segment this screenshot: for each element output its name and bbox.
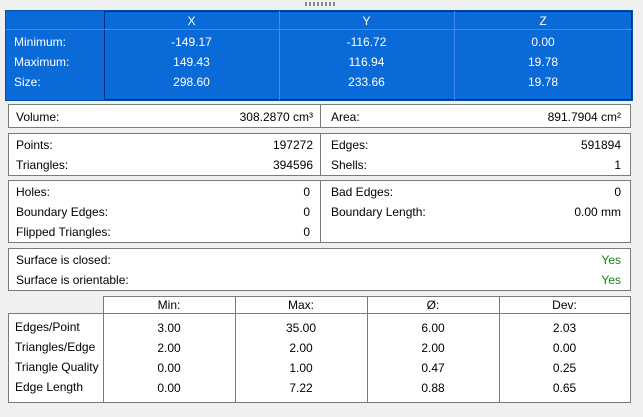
boundary-edges-value: 0 — [303, 205, 310, 219]
surface-orientable-status: Yes — [601, 273, 621, 287]
maximum-y-value: 116.94 — [348, 55, 385, 69]
flipped-triangles-value: 0 — [303, 225, 310, 239]
statistics-table: Min: Max: Ø: Dev: Edges/Point 3.00 35.00… — [8, 296, 631, 403]
section-divider — [320, 105, 321, 127]
counts-panel: Points: 197272 Triangles: 394596 Edges: … — [8, 133, 631, 176]
holes-value: 0 — [303, 185, 310, 199]
boundary-length-label: Boundary Length: — [331, 205, 426, 219]
grid-line — [8, 313, 631, 314]
column-header-dev: Dev: — [552, 298, 577, 312]
table-cell: 6.00 — [421, 321, 445, 335]
minimum-y-value: -116.72 — [346, 35, 387, 49]
size-label: Size: — [14, 75, 41, 89]
row-label-triangle-quality: Triangle Quality — [15, 360, 99, 374]
table-cell: 2.00 — [157, 341, 181, 355]
grid-line — [630, 296, 631, 403]
table-cell: 0.65 — [552, 381, 577, 395]
shells-value: 1 — [614, 158, 621, 172]
grid-line — [8, 402, 631, 403]
boundary-length-value: 0.00 mm — [574, 205, 621, 219]
grid-line — [103, 296, 104, 403]
table-cell: 0.25 — [552, 361, 577, 375]
column-header-y: Y — [362, 14, 371, 28]
shells-label: Shells: — [331, 158, 368, 172]
area-label: Area: — [331, 110, 360, 124]
minimum-z-value: 0.00 — [531, 35, 555, 49]
table-cell: 7.22 — [289, 381, 313, 395]
row-label-edges-per-point: Edges/Point — [15, 320, 80, 334]
minimum-x-value: -149.17 — [171, 35, 212, 49]
table-cell: 3.00 — [157, 321, 181, 335]
volume-label: Volume: — [16, 110, 60, 124]
table-cell: 0.00 — [157, 361, 181, 375]
bad-edges-label: Bad Edges: — [331, 185, 394, 199]
table-cell: 2.00 — [289, 341, 313, 355]
maximum-x-value: 149.43 — [173, 55, 210, 69]
surface-orientable-label: Surface is orientable: — [16, 273, 129, 287]
table-cell: 2.00 — [421, 341, 445, 355]
points-label: Points: — [16, 138, 53, 152]
grid-line — [499, 296, 500, 403]
bounding-box-panel: X Y Z Minimum: -149.17 -116.72 0.00 Maxi… — [5, 10, 633, 101]
bounds-divider — [279, 11, 280, 100]
column-header-z: Z — [539, 14, 547, 28]
area-value: 891.7904 cm² — [547, 110, 621, 124]
defects-panel: Holes: 0 Boundary Edges: 0 Flipped Trian… — [8, 180, 631, 243]
grid-line — [235, 296, 236, 403]
section-divider — [320, 181, 321, 242]
maximum-label: Maximum: — [14, 55, 70, 69]
holes-label: Holes: — [16, 185, 51, 199]
points-value: 197272 — [272, 138, 313, 152]
size-x-value: 298.60 — [173, 75, 210, 89]
column-header-max: Max: — [287, 298, 314, 312]
bounds-divider — [454, 11, 455, 100]
surface-closed-status: Yes — [601, 253, 621, 267]
triangles-value: 394596 — [272, 158, 313, 172]
triangles-label: Triangles: — [16, 158, 69, 172]
row-label-edge-length: Edge Length — [15, 380, 84, 394]
table-cell: 35.00 — [285, 321, 317, 335]
row-label-triangles-per-edge: Triangles/Edge — [15, 340, 96, 354]
boundary-edges-label: Boundary Edges: — [16, 205, 109, 219]
surface-closed-label: Surface is closed: — [16, 253, 111, 267]
table-cell: 0.00 — [552, 341, 577, 355]
maximum-z-value: 19.78 — [527, 55, 559, 69]
table-cell: 0.88 — [421, 381, 445, 395]
flipped-triangles-label: Flipped Triangles: — [16, 225, 111, 239]
size-z-value: 19.78 — [527, 75, 559, 89]
table-cell: 2.03 — [552, 321, 577, 335]
edges-value: 591894 — [580, 138, 621, 152]
minimum-label: Minimum: — [14, 35, 67, 49]
table-cell: 0.47 — [421, 361, 445, 375]
surface-panel: Surface is closed: Yes Surface is orient… — [8, 248, 631, 291]
volume-area-panel: Volume: 308.2870 cm³ Area: 891.7904 cm² — [8, 104, 631, 128]
grid-line — [8, 313, 9, 403]
size-y-value: 233.66 — [348, 75, 385, 89]
column-header-mean: Ø: — [426, 298, 440, 312]
column-header-x: X — [187, 14, 196, 28]
volume-value: 308.2870 cm³ — [239, 110, 313, 124]
grid-line — [367, 296, 368, 403]
column-header-min: Min: — [157, 298, 181, 312]
bounds-header-divider — [6, 29, 632, 30]
section-divider — [320, 134, 321, 175]
bounds-grid-frame — [104, 11, 632, 100]
edges-label: Edges: — [331, 138, 369, 152]
bad-edges-value: 0 — [614, 185, 621, 199]
table-cell: 0.00 — [157, 381, 181, 395]
table-cell: 1.00 — [289, 361, 313, 375]
panel-resize-grip[interactable] — [305, 2, 337, 6]
statistics-body — [8, 313, 631, 403]
